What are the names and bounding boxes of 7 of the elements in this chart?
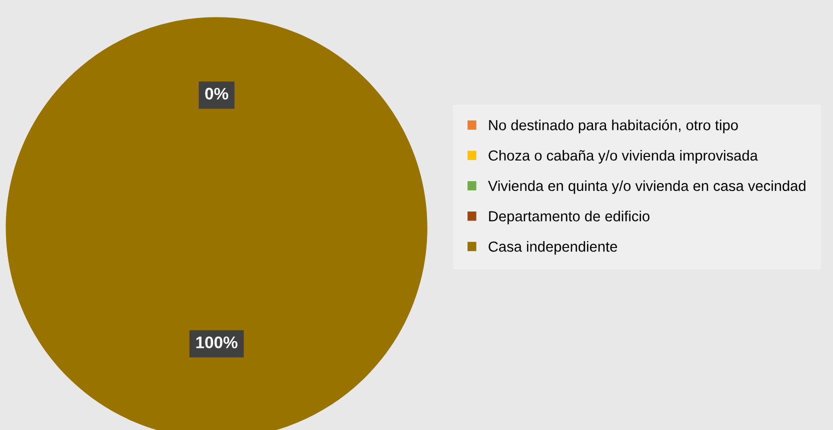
data-label: 100%	[196, 336, 238, 348]
legend-label: Casa independiente	[488, 241, 618, 255]
legend-label: Vivienda en quinta y/o vivienda en casa vecindad	[488, 180, 806, 194]
legend-label: Choza o cabaña y/o vivienda improvisada	[488, 150, 758, 164]
legend-label: No destinado para habitación, otro tipo	[489, 119, 738, 134]
legend-label: Departamento de edificio	[489, 210, 650, 224]
text: 0%	[205, 88, 228, 100]
